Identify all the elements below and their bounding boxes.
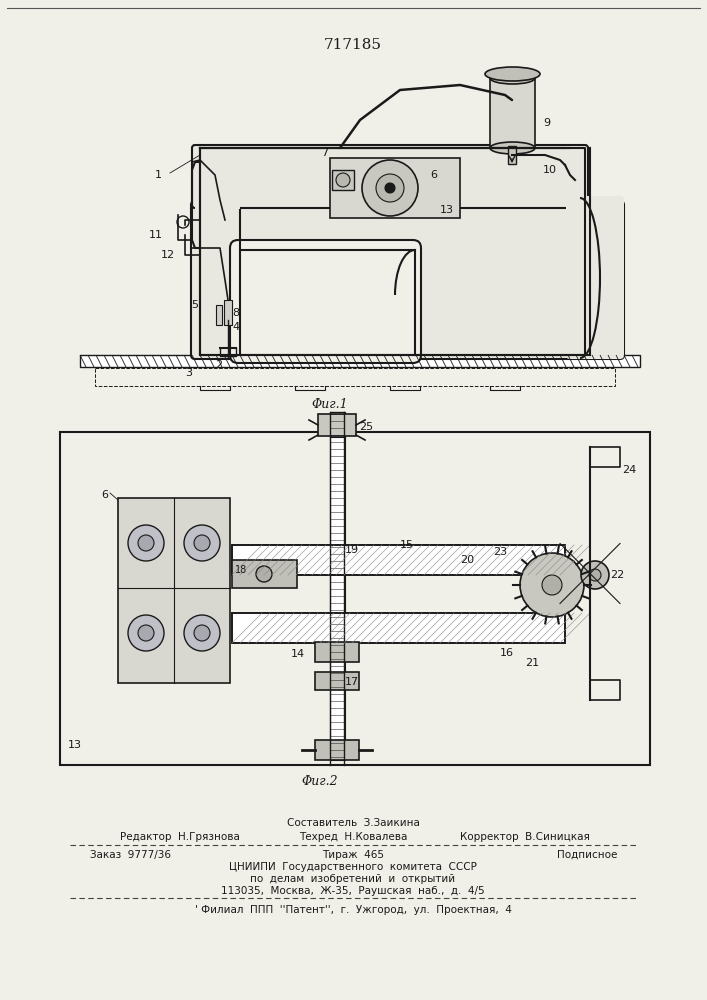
Text: 22: 22 [610,570,624,580]
Bar [315,672,359,690]
FancyBboxPatch shape [230,240,421,363]
Text: 25: 25 [359,422,373,432]
Bar [232,560,297,588]
Circle shape [581,561,609,589]
Circle shape [184,525,220,561]
Bar [332,170,354,190]
Circle shape [184,615,220,651]
FancyBboxPatch shape [192,145,588,208]
Bar [232,545,565,575]
Circle shape [194,535,210,551]
Text: 13: 13 [440,205,454,215]
Ellipse shape [485,67,540,81]
Text: Подписное: Подписное [556,850,617,860]
Bar [80,355,640,367]
Bar [490,78,535,148]
Text: ЦНИИПИ  Государственного  комитета  СССР: ЦНИИПИ Государственного комитета СССР [229,862,477,872]
Bar [318,414,356,436]
Text: Заказ  9777/36: Заказ 9777/36 [90,850,171,860]
Bar [232,613,565,643]
Circle shape [336,173,350,187]
Text: 16: 16 [500,648,514,658]
Text: 3: 3 [185,368,192,378]
Bar [315,740,359,760]
Text: 6: 6 [101,490,108,500]
Circle shape [376,174,404,202]
Bar [224,300,232,325]
Text: 8: 8 [232,308,239,318]
Text: 20: 20 [460,555,474,565]
Text: 7: 7 [321,148,328,158]
Text: 4: 4 [232,322,239,332]
Circle shape [194,625,210,641]
Bar [95,368,615,386]
Text: ' Филиал  ППП  ''Патент'',  г.  Ужгород,  ул.  Проектная,  4: ' Филиал ППП ''Патент'', г. Ужгород, ул.… [194,905,511,915]
Bar [232,545,565,575]
Text: 13: 13 [68,740,82,750]
Bar [118,498,230,683]
Text: 23: 23 [493,547,507,557]
Text: Техред  Н.Ковалева: Техред Н.Ковалева [299,832,407,842]
Bar [508,146,516,164]
Text: 17: 17 [345,677,359,687]
Text: Тираж  465: Тираж 465 [322,850,384,860]
Ellipse shape [490,142,535,154]
Text: Составитель  З.Заикина: Составитель З.Заикина [286,818,419,828]
Text: 15: 15 [400,540,414,550]
Text: 21: 21 [525,658,539,668]
Text: Редактор  Н.Грязнова: Редактор Н.Грязнова [120,832,240,842]
Ellipse shape [490,72,535,84]
Text: по  делам  изобретений  и  открытий: по делам изобретений и открытий [250,874,455,884]
Bar [195,200,240,355]
Circle shape [256,566,272,582]
Circle shape [138,625,154,641]
Text: 12: 12 [161,250,175,260]
Text: 24: 24 [622,465,636,475]
Bar [330,158,460,218]
Text: 1: 1 [155,170,162,180]
Circle shape [138,535,154,551]
Circle shape [385,183,395,193]
Text: 717185: 717185 [324,38,382,52]
Text: 18: 18 [235,565,247,575]
Text: 113035,  Москва,  Ж-35,  Раушская  наб.,  д.  4/5: 113035, Москва, Ж-35, Раушская наб., д. … [221,886,485,896]
Bar [330,437,345,760]
Circle shape [520,553,584,617]
Bar [216,305,222,325]
Bar [232,613,565,643]
Circle shape [128,615,164,651]
Bar [60,432,650,765]
Text: 6: 6 [430,170,437,180]
Text: Корректор  В.Синицкая: Корректор В.Синицкая [460,832,590,842]
Circle shape [362,160,418,216]
Text: Φиг.1: Φиг.1 [312,398,349,411]
Text: Φиг.2: Φиг.2 [302,775,339,788]
Text: 14: 14 [291,649,305,659]
Text: 5: 5 [191,300,198,310]
FancyBboxPatch shape [566,196,624,359]
Text: 11: 11 [149,230,163,240]
Bar [330,412,345,437]
Circle shape [589,569,601,581]
Circle shape [128,525,164,561]
Text: 10: 10 [543,165,557,175]
FancyBboxPatch shape [191,201,624,359]
Circle shape [542,575,562,595]
Text: 2: 2 [215,360,222,370]
Text: 19: 19 [345,545,359,555]
Bar [315,642,359,662]
Text: 9: 9 [543,118,550,128]
